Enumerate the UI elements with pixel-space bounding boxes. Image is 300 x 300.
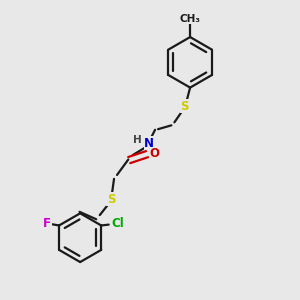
Text: H: H: [133, 135, 142, 145]
Text: S: S: [181, 100, 189, 112]
Text: S: S: [107, 193, 115, 206]
Text: F: F: [43, 217, 51, 230]
Text: O: O: [149, 147, 160, 161]
Text: N: N: [144, 137, 154, 150]
Text: CH₃: CH₃: [180, 14, 201, 24]
Text: Cl: Cl: [112, 217, 124, 230]
